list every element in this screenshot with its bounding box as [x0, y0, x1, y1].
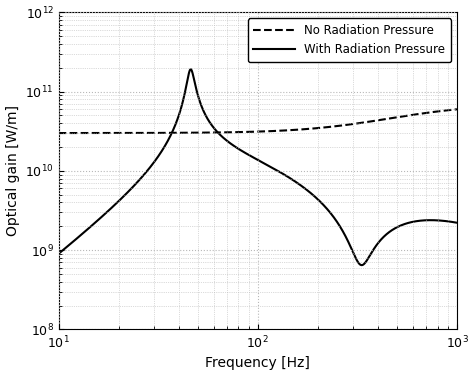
No Radiation Pressure [101, 131, 107, 135]
Legend: No Radiation Pressure, With Radiation Pressure: No Radiation Pressure, With Radiation Pr… [247, 18, 451, 62]
With Radiation Pressure [359, 263, 365, 267]
With Radiation Pressure [404, 221, 410, 226]
No Radiation Pressure [226, 130, 231, 135]
With Radiation Pressure [447, 219, 452, 224]
No Radiation Pressure [447, 108, 452, 112]
No Radiation Pressure [454, 107, 460, 112]
Line: No Radiation Pressure: No Radiation Pressure [59, 109, 457, 133]
X-axis label: Frequency [Hz]: Frequency [Hz] [205, 356, 310, 370]
With Radiation Pressure [188, 67, 193, 71]
Y-axis label: Optical gain [W/m]: Optical gain [W/m] [6, 105, 19, 237]
No Radiation Pressure [125, 131, 130, 135]
With Radiation Pressure [101, 212, 107, 217]
With Radiation Pressure [454, 220, 460, 225]
With Radiation Pressure [209, 123, 214, 127]
No Radiation Pressure [56, 131, 62, 135]
With Radiation Pressure [125, 190, 130, 194]
Line: With Radiation Pressure: With Radiation Pressure [59, 69, 457, 265]
With Radiation Pressure [56, 252, 62, 256]
No Radiation Pressure [209, 130, 214, 135]
With Radiation Pressure [226, 140, 232, 144]
No Radiation Pressure [403, 114, 409, 118]
